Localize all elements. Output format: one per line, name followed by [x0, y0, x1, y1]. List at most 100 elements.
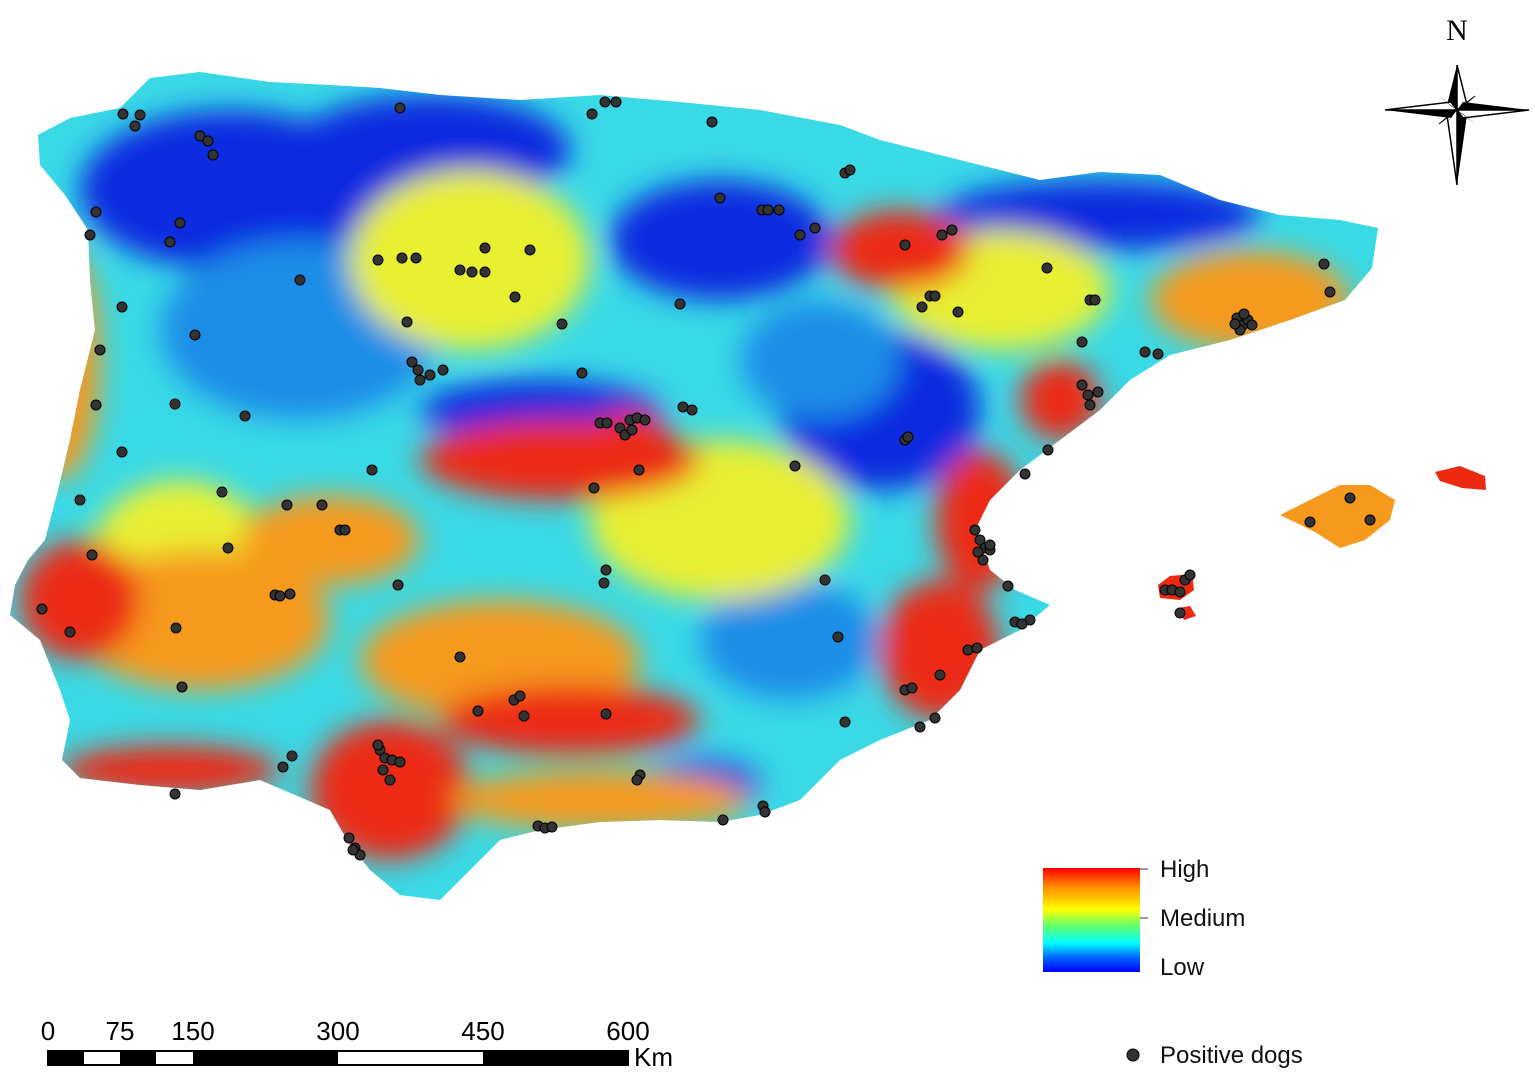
- legend-color-ramp: [1043, 868, 1140, 972]
- island-menorca: [1435, 466, 1486, 490]
- positive-dog-point: [424, 369, 436, 381]
- positive-dog-point: [969, 524, 981, 536]
- positive-dog-point: [633, 464, 645, 476]
- positive-dog-point: [479, 266, 491, 278]
- positive-dog-point: [401, 316, 413, 328]
- positive-dog-point: [946, 224, 958, 236]
- scale-segment: [120, 1051, 156, 1065]
- positive-dog-point: [86, 549, 98, 561]
- positive-dog-point: [1246, 319, 1258, 331]
- positive-dog-point: [194, 130, 206, 142]
- scale-segment: [483, 1051, 628, 1065]
- positive-dog-point: [972, 546, 984, 558]
- positive-dog-point: [1084, 399, 1096, 411]
- positive-dog-point: [600, 708, 612, 720]
- positive-dog-point: [134, 109, 146, 121]
- positive-dog-point: [406, 356, 418, 368]
- positive-dog-point: [286, 750, 298, 762]
- positive-dog-point: [90, 399, 102, 411]
- positive-dog-point: [686, 404, 698, 416]
- scale-tick-0: 0: [41, 1016, 55, 1046]
- legend-points-label: Positive dogs: [1160, 1042, 1303, 1069]
- positive-dog-point: [1002, 580, 1014, 592]
- positive-dog-point: [479, 242, 491, 254]
- positive-dog-point: [899, 239, 911, 251]
- scale-unit: Km: [634, 1042, 673, 1072]
- positive-dog-point: [64, 626, 76, 638]
- positive-dog-point: [599, 96, 611, 108]
- positive-dog-point: [377, 764, 389, 776]
- legend-medium-label: Medium: [1160, 905, 1245, 932]
- positive-dog-point: [164, 236, 176, 248]
- positive-dog-point: [598, 577, 610, 589]
- positive-dog-point: [677, 401, 689, 413]
- legend-low-label: Low: [1160, 954, 1205, 981]
- positive-dog-point: [394, 102, 406, 114]
- positive-dog-point: [952, 306, 964, 318]
- positive-dog-point: [1229, 318, 1241, 330]
- scale-segment: [193, 1051, 338, 1065]
- positive-dog-point: [714, 192, 726, 204]
- positive-dog-point: [556, 318, 568, 330]
- positive-dog-point: [170, 622, 182, 634]
- positive-dog-point: [339, 524, 351, 536]
- positive-dog-point: [116, 301, 128, 313]
- positive-dog-point: [454, 651, 466, 663]
- positive-dog-point: [36, 603, 48, 615]
- positive-dog-point: [902, 431, 914, 443]
- positive-dog-point: [914, 721, 926, 733]
- positive-dog-point: [1184, 569, 1196, 581]
- positive-dog-point: [819, 574, 831, 586]
- scale-tick-600: 600: [606, 1016, 649, 1046]
- positive-dog-point: [222, 542, 234, 554]
- positive-dog-point: [396, 252, 408, 264]
- positive-dog-point: [610, 96, 622, 108]
- positive-dog-point: [524, 244, 536, 256]
- iberian-peninsula: [10, 72, 1378, 900]
- positive-dog-point: [929, 290, 941, 302]
- positive-dog-point: [294, 274, 306, 286]
- north-arrow: N: [1384, 14, 1530, 186]
- positive-dog-point: [239, 410, 251, 422]
- positive-dog-point: [1089, 294, 1101, 306]
- positive-dog-point: [639, 414, 651, 426]
- positive-dog-point: [1152, 348, 1164, 360]
- positive-dog-point: [414, 374, 426, 386]
- positive-dog-point: [169, 788, 181, 800]
- positive-dog-point: [631, 774, 643, 786]
- positive-dog-point: [176, 681, 188, 693]
- positive-dog-point: [794, 229, 806, 241]
- positive-dog-point: [437, 364, 449, 376]
- legend: High Medium Low Positive dogs: [1043, 856, 1303, 1069]
- positive-dog-point: [717, 814, 729, 826]
- positive-dog-point: [207, 149, 219, 161]
- positive-dog-point: [974, 534, 986, 546]
- scale-tick-75: 75: [106, 1016, 135, 1046]
- scale-bar: 0 75 150 300 450 600 Km: [41, 1016, 673, 1072]
- positive-dog-point: [454, 264, 466, 276]
- positive-dog-point: [962, 644, 974, 656]
- positive-dog-point: [546, 821, 558, 833]
- legend-point-symbol: [1126, 1048, 1140, 1062]
- positive-dog-point: [1174, 607, 1186, 619]
- positive-dog-point: [929, 712, 941, 724]
- positive-dog-point: [1238, 308, 1250, 320]
- positive-dog-point: [936, 229, 948, 241]
- positive-dog-point: [284, 588, 296, 600]
- positive-dog-point: [74, 494, 86, 506]
- positive-dog-point: [977, 554, 989, 566]
- positive-dog-point: [1174, 586, 1186, 598]
- positive-dog-point: [90, 206, 102, 218]
- positive-dog-point: [906, 682, 918, 694]
- positive-dog-point: [1318, 258, 1330, 270]
- positive-dog-point: [586, 108, 598, 120]
- legend-high-label: High: [1160, 856, 1209, 883]
- positive-dog-point: [1092, 386, 1104, 398]
- positive-dog-point: [1364, 514, 1376, 526]
- positive-dog-point: [1304, 516, 1316, 528]
- positive-dog-point: [1019, 468, 1031, 480]
- positive-dog-point: [277, 761, 289, 773]
- positive-dog-point: [809, 222, 821, 234]
- positive-dog-point: [84, 229, 96, 241]
- positive-dog-point: [274, 590, 286, 602]
